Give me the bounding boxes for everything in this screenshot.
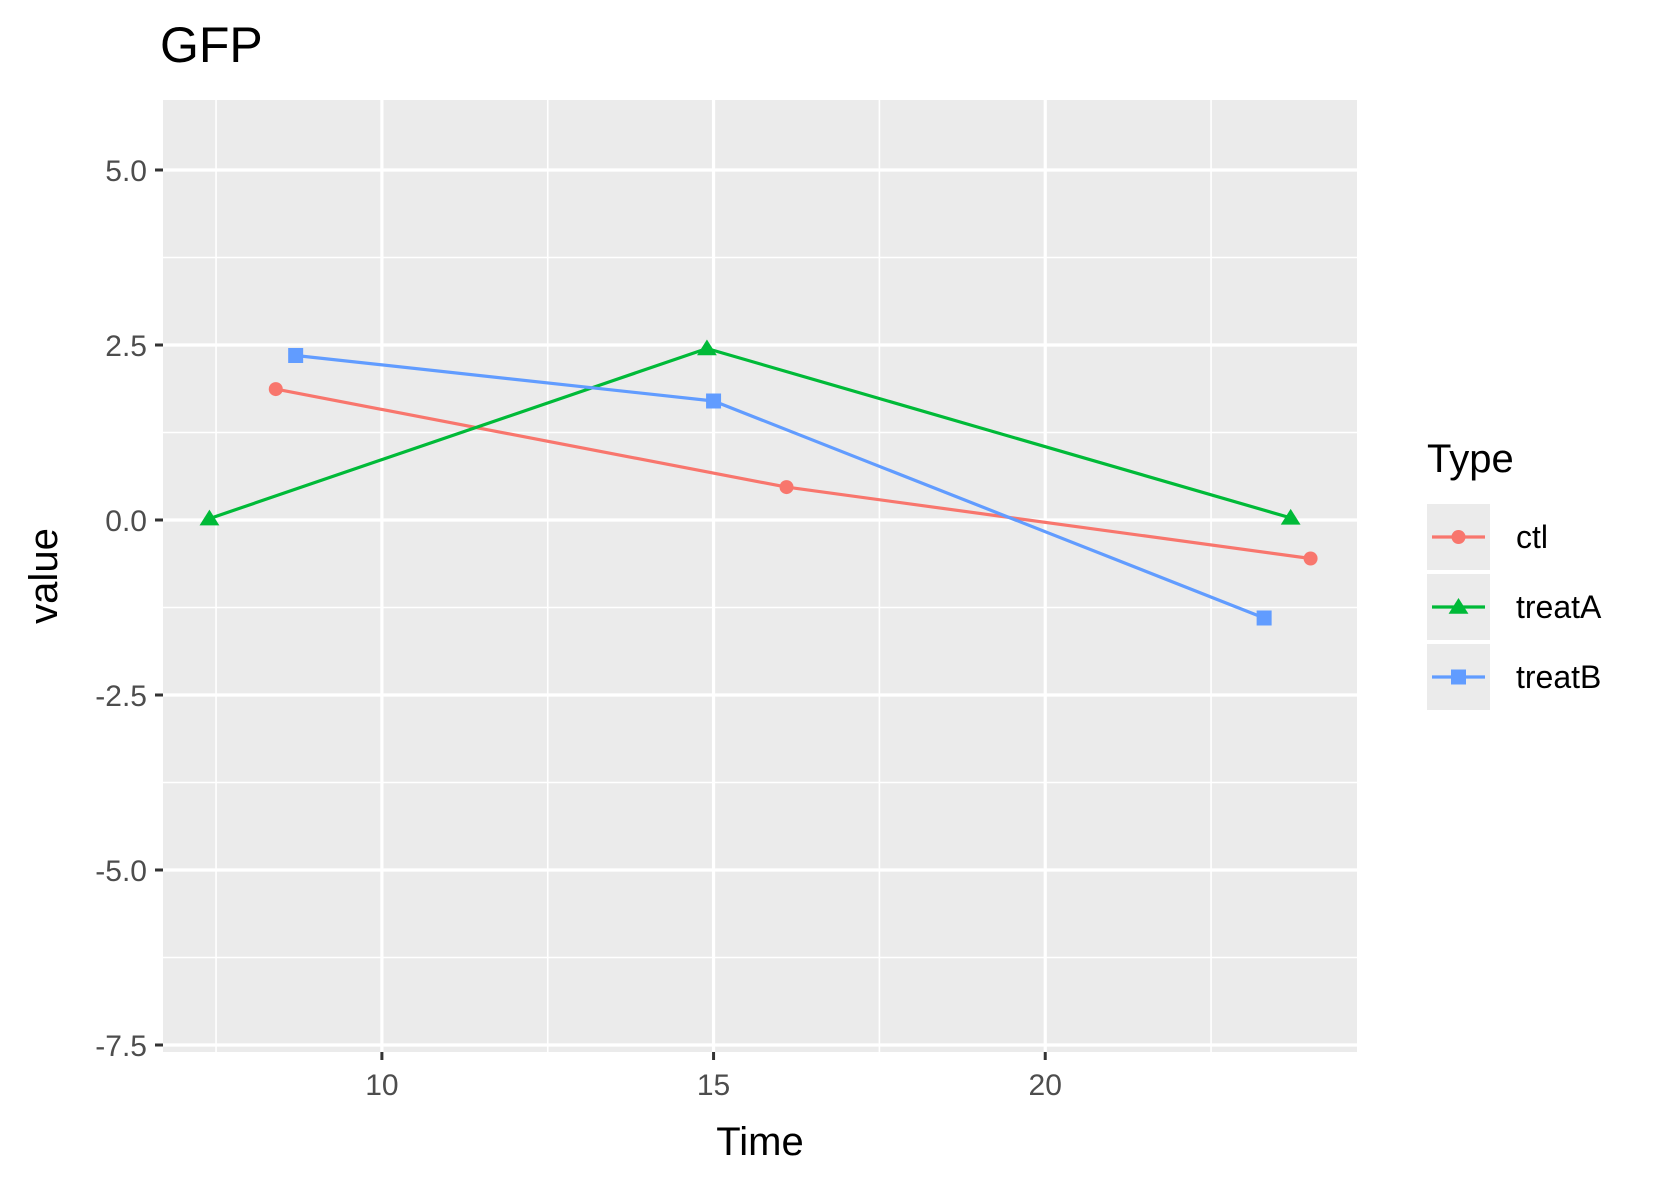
legend-key-marker-treatB <box>1451 669 1466 685</box>
y-tick-label: 2.5 <box>105 330 147 363</box>
legend-key-marker-treatA <box>1448 598 1469 614</box>
x-axis-title: Time <box>716 1120 803 1164</box>
major-gridlines <box>163 100 1357 1052</box>
minor-gridlines <box>163 100 1357 1052</box>
x-tick-label: 10 <box>365 1069 398 1102</box>
y-tick-label: -5.0 <box>95 855 147 888</box>
data-point-treatB <box>1256 610 1272 626</box>
legend-items: ctl treatA treatB <box>1427 504 1602 710</box>
legend: Type ctl treatA treatB <box>1427 437 1602 710</box>
chart-title: GFP <box>160 17 263 73</box>
x-tick-label: 15 <box>697 1069 730 1102</box>
data-point-ctl <box>779 480 794 495</box>
legend-label-treatB: treatB <box>1516 659 1601 695</box>
data-point-ctl <box>268 382 283 397</box>
data-point-treatA <box>1280 508 1301 525</box>
legend-label-ctl: ctl <box>1516 519 1548 555</box>
series-layer <box>199 339 1318 626</box>
legend-key-marker-ctl <box>1451 530 1466 544</box>
y-tick-label: 5.0 <box>105 155 147 188</box>
axes: 10 15 20 5.0 2.5 0.0 -2.5 -5.0 -7.5 <box>95 155 1062 1102</box>
data-point-treatB <box>706 393 722 409</box>
legend-label-treatA: treatA <box>1516 589 1602 625</box>
y-axis-title: value <box>22 528 66 624</box>
data-point-treatA <box>697 339 717 356</box>
data-point-ctl <box>1303 551 1318 566</box>
y-tick-label: -7.5 <box>95 1030 147 1063</box>
legend-title: Type <box>1427 437 1514 481</box>
y-tick-label: 0.0 <box>105 505 147 538</box>
data-point-treatB <box>288 348 304 363</box>
x-tick-label: 20 <box>1029 1069 1062 1102</box>
y-tick-label: -2.5 <box>95 680 147 713</box>
data-point-treatA <box>199 509 220 526</box>
plot-panel <box>163 100 1357 1052</box>
